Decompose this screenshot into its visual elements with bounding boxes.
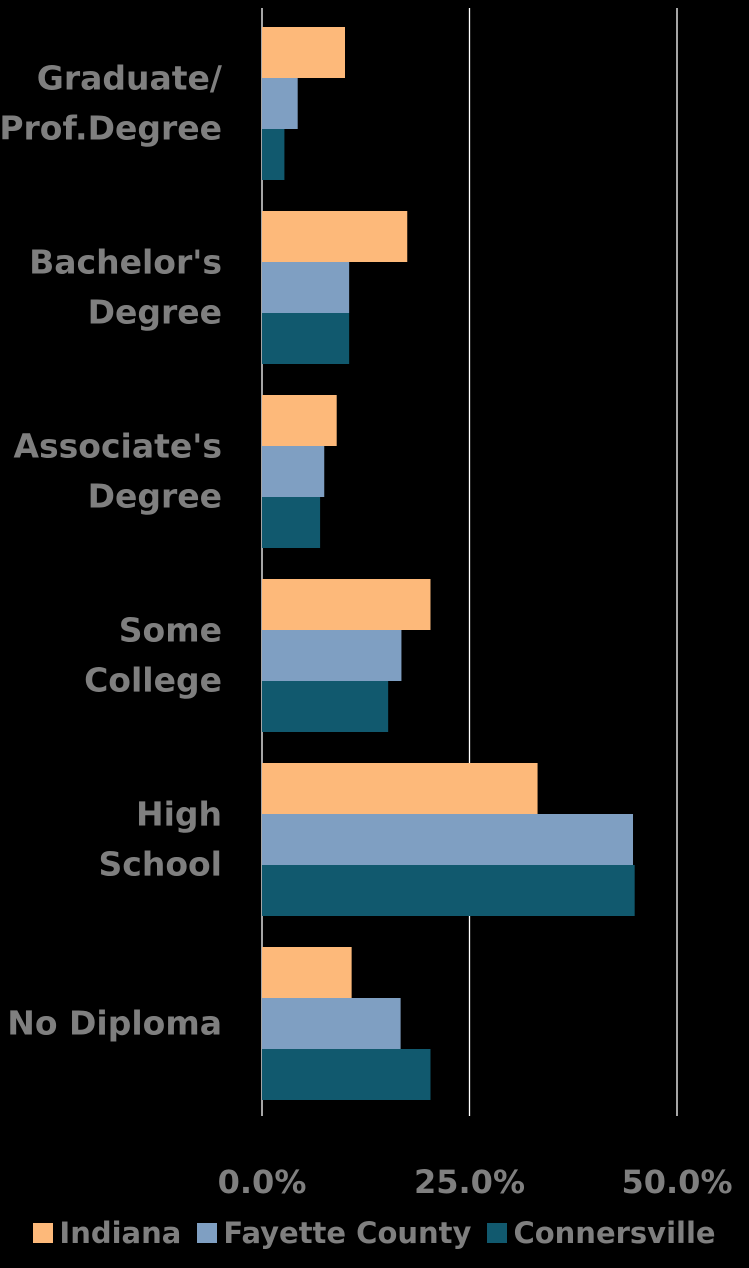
bar-4-2 bbox=[262, 865, 635, 916]
category-label-3-1: College bbox=[84, 661, 222, 700]
category-label-0-0: Graduate/ bbox=[37, 59, 223, 98]
bar-1-2 bbox=[262, 313, 350, 364]
legend-swatch-2 bbox=[487, 1223, 508, 1243]
bar-3-0 bbox=[262, 579, 431, 630]
bar-1-0 bbox=[262, 211, 408, 262]
legend-label-2: Connersville bbox=[513, 1216, 716, 1250]
bar-3-1 bbox=[262, 630, 402, 681]
category-label-4-1: School bbox=[99, 845, 222, 884]
legend-label-1: Fayette County bbox=[223, 1216, 472, 1250]
bar-2-1 bbox=[262, 446, 325, 497]
x-tick-label-0: 0.0% bbox=[218, 1163, 307, 1201]
x-tick-label-1: 25.0% bbox=[414, 1163, 525, 1201]
bar-3-2 bbox=[262, 681, 389, 732]
category-label-1-0: Bachelor's bbox=[29, 243, 222, 282]
category-label-4-0: High bbox=[136, 795, 222, 834]
bar-0-0 bbox=[262, 27, 345, 78]
legend-swatch-1 bbox=[197, 1223, 218, 1243]
bar-0-2 bbox=[262, 129, 285, 180]
category-label-5-0: No Diploma bbox=[7, 1004, 222, 1043]
bars bbox=[262, 27, 635, 1100]
category-label-2-1: Degree bbox=[88, 477, 222, 516]
legend-item-2: Connersville bbox=[487, 1216, 716, 1250]
legend-item-0: Indiana bbox=[33, 1216, 181, 1250]
bar-5-1 bbox=[262, 998, 401, 1049]
bar-5-0 bbox=[262, 947, 352, 998]
category-label-0-1: Prof.Degree bbox=[0, 109, 222, 148]
bar-1-1 bbox=[262, 262, 350, 313]
bar-4-1 bbox=[262, 814, 634, 865]
category-label-3-0: Some bbox=[119, 611, 222, 650]
x-tick-label-2: 50.0% bbox=[621, 1163, 732, 1201]
legend-item-1: Fayette County bbox=[197, 1216, 471, 1250]
legend-label-0: Indiana bbox=[59, 1216, 182, 1250]
legend-swatch-0 bbox=[33, 1223, 54, 1243]
category-labels: Graduate/Prof.Degree Bachelor's Degree Asso… bbox=[0, 59, 223, 1043]
category-label-2-0: Associate's bbox=[13, 427, 222, 466]
bar-4-0 bbox=[262, 763, 538, 814]
bar-5-2 bbox=[262, 1049, 431, 1100]
x-axis-tick-labels: 0.0% 25.0% 50.0% bbox=[218, 1163, 733, 1201]
category-label-1-1: Degree bbox=[88, 293, 222, 332]
legend: Indiana Fayette County Connersville bbox=[0, 1208, 749, 1258]
bar-2-2 bbox=[262, 497, 321, 548]
bar-0-1 bbox=[262, 78, 298, 129]
bar-2-0 bbox=[262, 395, 337, 446]
grid-lines bbox=[261, 8, 678, 1116]
